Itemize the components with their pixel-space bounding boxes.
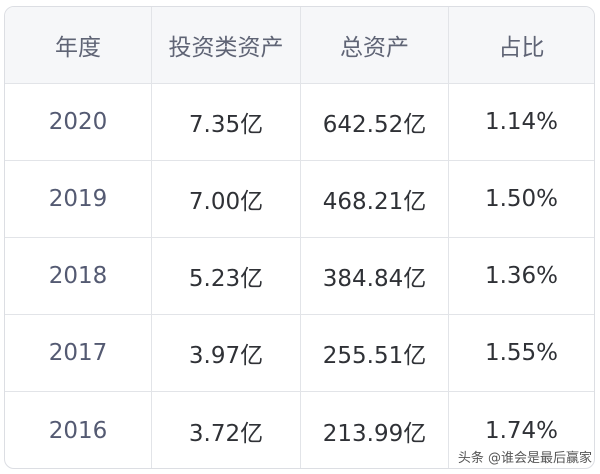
table-row: 2019 7.00亿 468.21亿 1.50% (5, 161, 594, 238)
year-cell: 2017 (5, 315, 152, 391)
investment-cell: 3.97亿 (152, 315, 301, 391)
ratio-cell: 1.74% (484, 417, 559, 444)
table-row: 2016 3.72亿 213.99亿 1.74% (5, 392, 594, 468)
year-cell: 2020 (5, 84, 152, 160)
table-row: 2017 3.97亿 255.51亿 1.55% (5, 315, 594, 392)
header-total-assets: 总资产 (301, 7, 449, 83)
table-row: 2020 7.35亿 642.52亿 1.14% (5, 84, 594, 161)
header-year: 年度 (5, 7, 152, 83)
total-cell: 213.99亿 (301, 392, 449, 468)
total-cell: 384.84亿 (301, 238, 449, 314)
watermark: 头条 @谁会是最后赢家 (457, 451, 592, 466)
header-investment-assets: 投资类资产 (152, 7, 301, 83)
ratio-cell: 1.36% (484, 263, 559, 289)
investment-cell: 3.72亿 (152, 392, 301, 468)
total-cell: 468.21亿 (301, 161, 449, 237)
investment-cell: 7.35亿 (152, 84, 301, 160)
data-table: 年度 投资类资产 总资产 占比 2020 7.35亿 642.52亿 1.14%… (4, 6, 595, 469)
ratio-cell: 1.50% (484, 186, 559, 212)
year-cell: 2016 (5, 392, 152, 468)
total-cell: 642.52亿 (301, 84, 449, 160)
header-ratio: 占比 (498, 35, 545, 61)
ratio-cell: 1.55% (484, 340, 559, 366)
year-cell: 2019 (5, 161, 152, 237)
total-cell: 255.51亿 (301, 315, 449, 391)
table-row: 2018 5.23亿 384.84亿 1.36% (5, 238, 594, 315)
investment-cell: 7.00亿 (152, 161, 301, 237)
investment-cell: 5.23亿 (152, 238, 301, 314)
table-header: 年度 投资类资产 总资产 占比 (5, 7, 594, 84)
year-cell: 2018 (5, 238, 152, 314)
ratio-cell: 1.14% (484, 109, 559, 135)
